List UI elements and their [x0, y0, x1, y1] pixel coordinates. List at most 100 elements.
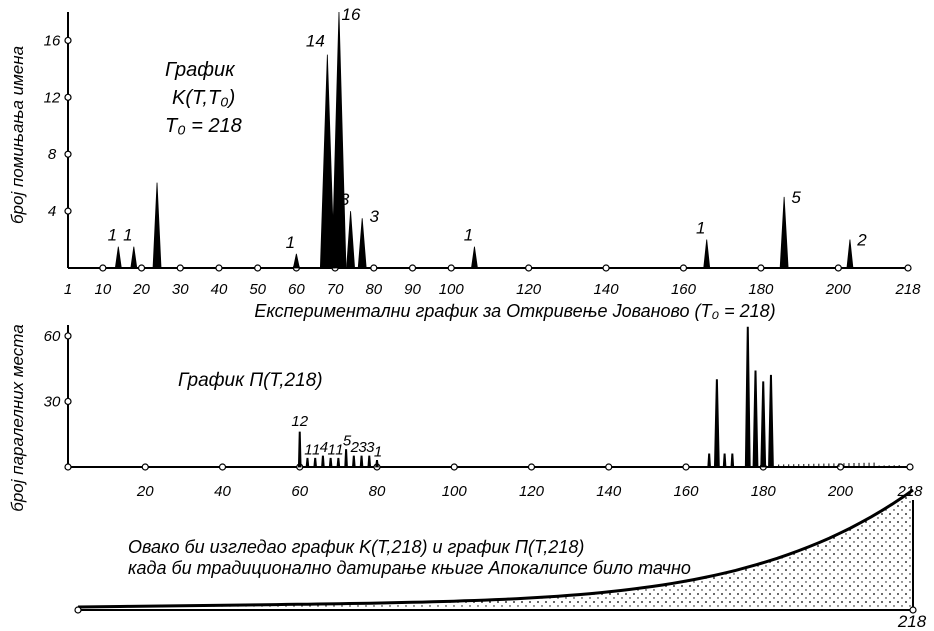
- c1-peak-label: 1: [108, 226, 117, 245]
- c1-annotation-line2: K(T,T₀): [172, 87, 235, 109]
- c2-peak: [351, 455, 356, 468]
- c2-y-axis-title: број паралелних места: [8, 324, 27, 511]
- c2-peak: [344, 449, 348, 468]
- c1-x-axis-title: Експериментални график за Откривење Јова…: [254, 301, 775, 321]
- c1-x-tick-label: 120: [516, 281, 542, 298]
- c1-peak: [152, 182, 162, 269]
- c1-peak-label: 2: [856, 231, 867, 250]
- c2-peak: [713, 379, 720, 468]
- c2-peak-label: 1: [312, 441, 320, 458]
- c1-x-tick-dot: [176, 264, 184, 272]
- c1-peak: [292, 253, 300, 269]
- c3-end-dot: [909, 606, 917, 614]
- c1-peak: [846, 239, 854, 269]
- c1-x-tick-label: 100: [439, 281, 465, 298]
- c1-peak: [779, 196, 789, 269]
- c2-peak-label: 4: [320, 439, 328, 456]
- c1-y-tick-dot: [64, 207, 72, 215]
- c2-x-tick-label: 60: [291, 483, 308, 500]
- c2-x-tick-dot: [906, 463, 914, 471]
- c2-peak: [367, 455, 372, 468]
- c1-x-tick-label: 160: [671, 281, 697, 298]
- c1-x-tick-dot: [215, 264, 223, 272]
- c2-peak: [707, 453, 711, 468]
- c2-peak-label: 3: [366, 439, 375, 456]
- c1-y-tick-dot: [64, 36, 72, 45]
- c2-x-tick-label: 20: [136, 483, 154, 500]
- c1-y-tick-label: 12: [44, 89, 61, 106]
- chart-mentions: 1 10 20 30 40 50 60 70 80 90 100 120 140 160 180 200 218…: [8, 5, 921, 321]
- c2-x-tick-label: 160: [673, 483, 699, 500]
- c1-peak-label: 3: [340, 190, 350, 209]
- c1-x-tick-dot: [99, 264, 107, 272]
- c1-peak: [331, 11, 347, 269]
- c2-peak: [359, 455, 364, 468]
- c1-x-tick-label: 200: [825, 281, 852, 298]
- c1-x-tick-label: 140: [594, 281, 620, 298]
- c1-peak-label: 1: [123, 226, 132, 245]
- c1-peak-label: 14: [306, 32, 325, 51]
- c2-x-tick-dot: [218, 463, 227, 471]
- c1-annotation-line1: График: [165, 59, 236, 81]
- c1-x-tick-dot: [679, 264, 688, 272]
- c2-peak: [744, 326, 751, 468]
- c1-peak: [357, 218, 367, 269]
- c1-x-tick-label: 180: [748, 281, 774, 298]
- c2-peak: [313, 457, 318, 468]
- c2-x-tick-label: 100: [442, 483, 468, 500]
- c3-annotation-line2: када би традиционално датирање књиге Апо…: [128, 558, 691, 578]
- c2-peak: [752, 370, 759, 468]
- c2-x-tick-dot: [450, 463, 458, 471]
- c2-peak-label: 2: [350, 439, 360, 456]
- c2-peak-label: 3: [358, 439, 367, 456]
- c1-y-tick-label: 4: [48, 203, 56, 220]
- c1-x-tick-dot: [447, 264, 455, 272]
- c2-peak-label: 1: [335, 441, 343, 458]
- c1-peak-label: 1: [464, 226, 473, 245]
- c2-peak: [722, 453, 727, 468]
- c2-peak-label: 5: [343, 433, 352, 450]
- c1-x-tick-label: 218: [894, 281, 921, 298]
- chart-traditional-dating: Овако би изгледао график K(T,218) и граф…: [74, 488, 927, 631]
- c2-y-tick-dot: [64, 397, 72, 406]
- c1-y-tick-dot: [64, 93, 72, 101]
- c1-x-tick-dot: [370, 264, 378, 272]
- c2-y-tick-label: 30: [44, 393, 61, 410]
- c3-start-dot: [74, 606, 82, 614]
- c2-peak: [328, 457, 333, 468]
- c1-x-tick-dot: [834, 264, 842, 272]
- c1-x-tick-label: 70: [327, 281, 344, 298]
- c2-peak: [336, 457, 341, 468]
- c2-peak: [768, 374, 774, 468]
- c2-x-tick-label: 200: [827, 483, 854, 500]
- c1-x-tick-label: 90: [404, 281, 421, 298]
- c1-peak-label: 1: [696, 219, 705, 238]
- c1-peak-label: 1: [286, 233, 295, 252]
- c1-annotation-line3: T₀ = 218: [165, 115, 242, 137]
- c1-y-axis-title: број помињања имена: [8, 46, 27, 224]
- c1-x-tick-dot: [254, 264, 262, 272]
- c2-x-tick-label: 140: [596, 483, 622, 500]
- c2-peak: [760, 381, 767, 468]
- c1-y-tick-dot: [64, 150, 72, 158]
- c1-x-tick-dot: [137, 264, 146, 272]
- c2-y-tick-label: 60: [44, 328, 61, 345]
- c1-x-tick-label: 1: [64, 281, 72, 298]
- c1-x-tick-label: 50: [249, 281, 266, 298]
- c1-peak-label: 3: [369, 207, 379, 226]
- c1-x-tick-dot: [602, 264, 610, 272]
- c2-peak-label: 12: [291, 413, 308, 430]
- c1-x-tick-label: 80: [365, 281, 382, 298]
- c3-dotted-area: [78, 490, 913, 610]
- c2-peak-label: 1: [374, 443, 382, 460]
- c1-peak-label: 5: [791, 188, 801, 207]
- c2-peak: [297, 431, 302, 468]
- c1-peak-label: 16: [342, 5, 361, 24]
- c2-x-tick-dot: [836, 463, 845, 471]
- c1-peak: [703, 239, 711, 269]
- c1-y-tick-label: 8: [48, 146, 57, 163]
- c2-peak-label: 1: [304, 441, 312, 458]
- c1-peak: [319, 54, 335, 269]
